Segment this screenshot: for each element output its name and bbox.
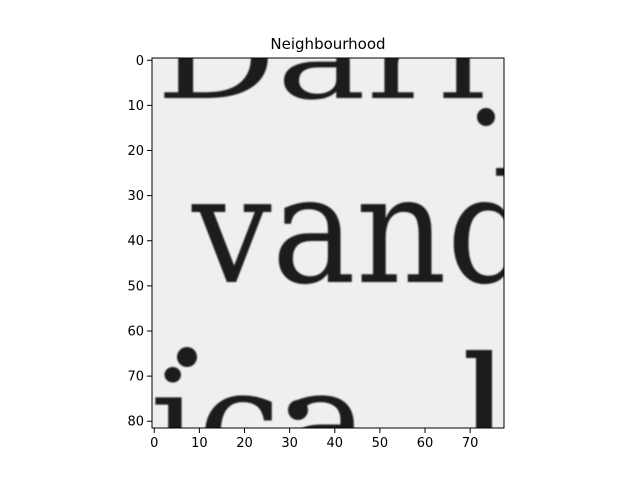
- y-tick-label: 20: [127, 144, 144, 159]
- x-tick-label: 50: [372, 436, 389, 451]
- y-tick-label: 30: [127, 189, 144, 204]
- image-glyph-row3: ica: [150, 341, 370, 480]
- chart-title: Neighbourhood: [270, 35, 385, 53]
- image-stem-b: [476, 350, 492, 428]
- x-tick-label: 60: [417, 436, 434, 451]
- image-glyph-row1: Dari: [156, 0, 486, 125]
- x-axis: 0 10 20 30 40 50 60 70: [150, 428, 478, 451]
- image-dot-1: [477, 108, 495, 126]
- y-tick-label: 0: [136, 54, 144, 69]
- image-panel: Dari vand ica: [150, 0, 537, 480]
- image-glyph-row2: vand: [191, 144, 537, 318]
- x-tick-label: 0: [150, 436, 158, 451]
- y-tick-label: 70: [127, 370, 144, 385]
- y-tick-label: 80: [127, 415, 144, 430]
- y-tick-label: 10: [127, 99, 144, 114]
- x-tick-label: 10: [191, 436, 208, 451]
- x-tick-label: 20: [236, 436, 253, 451]
- x-tick-label: 40: [326, 436, 343, 451]
- image-serif-b: [466, 350, 492, 358]
- y-tick-label: 40: [127, 234, 144, 249]
- image-background: [152, 58, 504, 428]
- x-tick-label: 30: [281, 436, 298, 451]
- image-dot-3: [288, 400, 308, 420]
- y-axis: 0 10 20 30 40 50 60 70 80: [127, 54, 152, 430]
- y-tick-label: 60: [127, 324, 144, 339]
- y-tick-label: 50: [127, 279, 144, 294]
- plot-frame: [151, 57, 505, 429]
- image-dot-2: [177, 347, 197, 367]
- x-tick-label: 70: [462, 436, 479, 451]
